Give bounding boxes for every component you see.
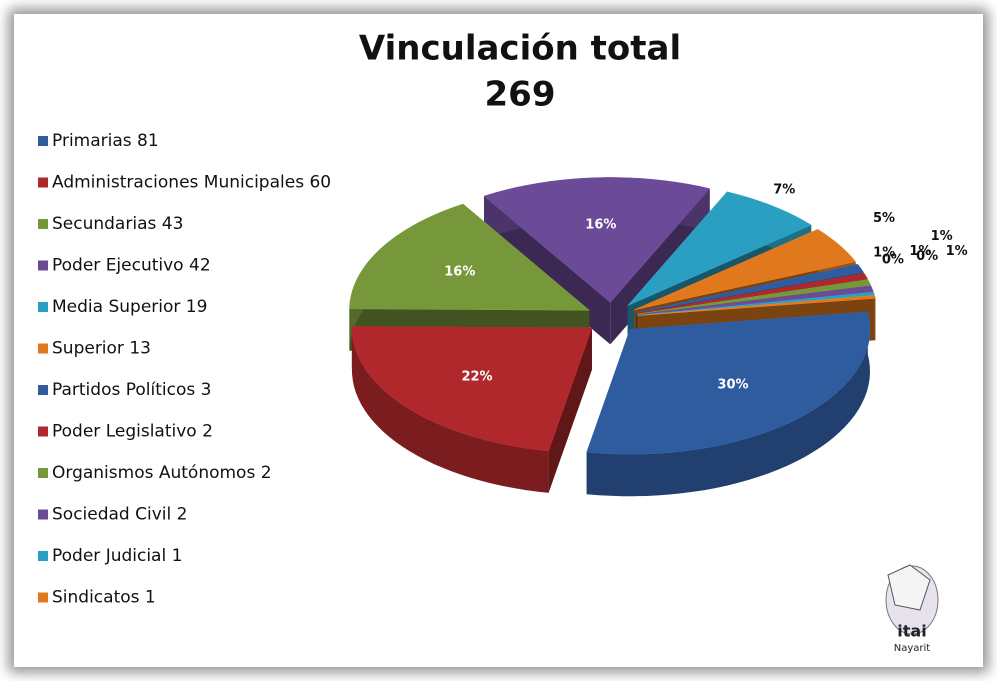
legend-label: Media Superior 19 (52, 297, 207, 317)
legend-value: 1 (172, 546, 183, 566)
legend-name: Organismos Autónomos (52, 463, 255, 483)
legend-value: 2 (202, 422, 213, 442)
data-label: 16% (444, 265, 475, 280)
data-label: 1% (946, 244, 968, 259)
legend-swatch (38, 177, 48, 188)
legend-label: Sociedad Civil 2 (52, 505, 187, 525)
slice-top (637, 285, 874, 316)
slice-side (874, 295, 876, 341)
legend-value: 1 (145, 588, 156, 608)
data-label: 1% (931, 229, 953, 244)
data-label: 0% (916, 249, 938, 264)
data-label: 1% (909, 244, 931, 259)
legend-value: 60 (309, 173, 331, 193)
legend-value: 43 (162, 214, 184, 234)
legend-name: Superior (52, 339, 124, 359)
legend-label: Sindicatos 1 (52, 588, 156, 608)
legend-label: Administraciones Municipales 60 (52, 173, 331, 193)
legend-name: Poder Legislativo (52, 422, 197, 442)
legend-swatch (38, 219, 48, 229)
logo: itai Nayarit (885, 564, 939, 654)
legend-swatch (38, 509, 48, 520)
legend-label: Poder Legislativo 2 (52, 422, 213, 442)
legend-value: 3 (201, 380, 212, 400)
legend-value: 81 (137, 131, 159, 151)
slice (586, 311, 871, 497)
slice-top (637, 295, 876, 316)
legend-swatch (38, 302, 48, 312)
legend-swatch (38, 468, 48, 478)
legend-swatch (38, 426, 48, 437)
data-label: 0% (882, 252, 904, 267)
legend-swatch (38, 343, 48, 354)
legend-label: Superior 13 (52, 339, 151, 359)
legend-name: Poder Judicial (52, 546, 166, 566)
legend-swatch (38, 592, 48, 603)
chart-subtitle: 269 (485, 75, 556, 115)
slice-top (637, 279, 872, 315)
slice-top (351, 326, 593, 452)
legend-label: Secundarias 43 (52, 214, 183, 234)
legend-label: Poder Judicial 1 (52, 546, 182, 566)
legend-value: 19 (186, 297, 208, 317)
slice-top (634, 229, 857, 311)
legend-label: Primarias 81 (52, 131, 159, 151)
legend-label: Organismos Autónomos 2 (52, 463, 272, 483)
slice-top (483, 177, 711, 303)
logo-text: itai (897, 622, 926, 641)
slice-top (637, 291, 875, 316)
legend-swatch (38, 385, 48, 395)
legend-swatch (38, 136, 48, 146)
legend-value: 2 (177, 505, 188, 525)
legend-name: Administraciones Municipales (52, 173, 304, 193)
legend-value: 42 (189, 256, 211, 276)
legend-name: Sociedad Civil (52, 505, 171, 525)
data-label: 30% (717, 378, 748, 393)
slice (351, 326, 593, 493)
data-label: 16% (585, 218, 616, 233)
data-label: 7% (773, 182, 795, 197)
legend-value: 13 (129, 339, 151, 359)
legend-name: Poder Ejecutivo (52, 256, 184, 276)
legend-name: Sindicatos (52, 588, 140, 608)
legend-name: Partidos Políticos (52, 380, 195, 400)
slice-side (351, 326, 549, 493)
legend-value: 2 (261, 463, 272, 483)
slice-top (349, 203, 591, 311)
data-label: 22% (461, 370, 492, 385)
legend-name: Secundarias (52, 214, 156, 234)
legend-name: Primarias (52, 131, 132, 151)
legend-swatch (38, 551, 48, 561)
chart-title: Vinculación total (359, 29, 681, 69)
logo-subtext: Nayarit (894, 643, 931, 654)
data-label: 5% (873, 211, 895, 226)
slice-top (627, 191, 812, 306)
slice-side (586, 311, 870, 497)
legend-swatch (38, 260, 48, 271)
legend-label: Partidos Políticos 3 (52, 380, 211, 400)
logo-paper (887, 564, 931, 611)
legend-label: Poder Ejecutivo 42 (52, 256, 211, 276)
slice-top (636, 273, 868, 314)
slice-top (586, 311, 871, 455)
slice-top (636, 263, 865, 313)
data-label: 1% (873, 246, 895, 261)
legend-name: Media Superior (52, 297, 180, 317)
